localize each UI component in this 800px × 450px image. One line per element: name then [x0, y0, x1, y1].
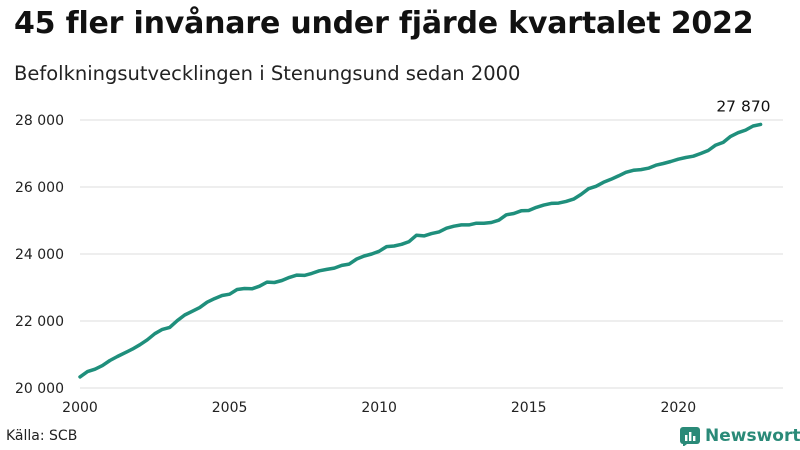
x-tick-label: 2020: [660, 400, 696, 416]
end-value-label: 27 870: [716, 97, 770, 115]
page-subtitle: Befolkningsutvecklingen i Stenungsund se…: [14, 62, 521, 85]
y-tick-label: 24 000: [15, 247, 64, 263]
x-tick-label: 2015: [511, 400, 547, 416]
x-tick-label: 2005: [212, 400, 248, 416]
y-tick-label: 20 000: [15, 381, 64, 397]
y-tick-label: 22 000: [15, 314, 64, 330]
x-tick-label: 2010: [361, 400, 397, 416]
series-line: [78, 122, 763, 379]
y-tick-label: 28 000: [15, 113, 64, 129]
brand-name: Newsworthy: [705, 426, 800, 446]
chart-logo-icon: [680, 427, 700, 446]
source-label: Källa: SCB: [6, 428, 78, 444]
brand-logo: Newsworthy: [680, 425, 800, 447]
page-title: 45 fler invånare under fjärde kvartalet …: [14, 6, 754, 41]
y-tick-label: 26 000: [15, 180, 64, 196]
x-tick-label: 2000: [62, 400, 98, 416]
